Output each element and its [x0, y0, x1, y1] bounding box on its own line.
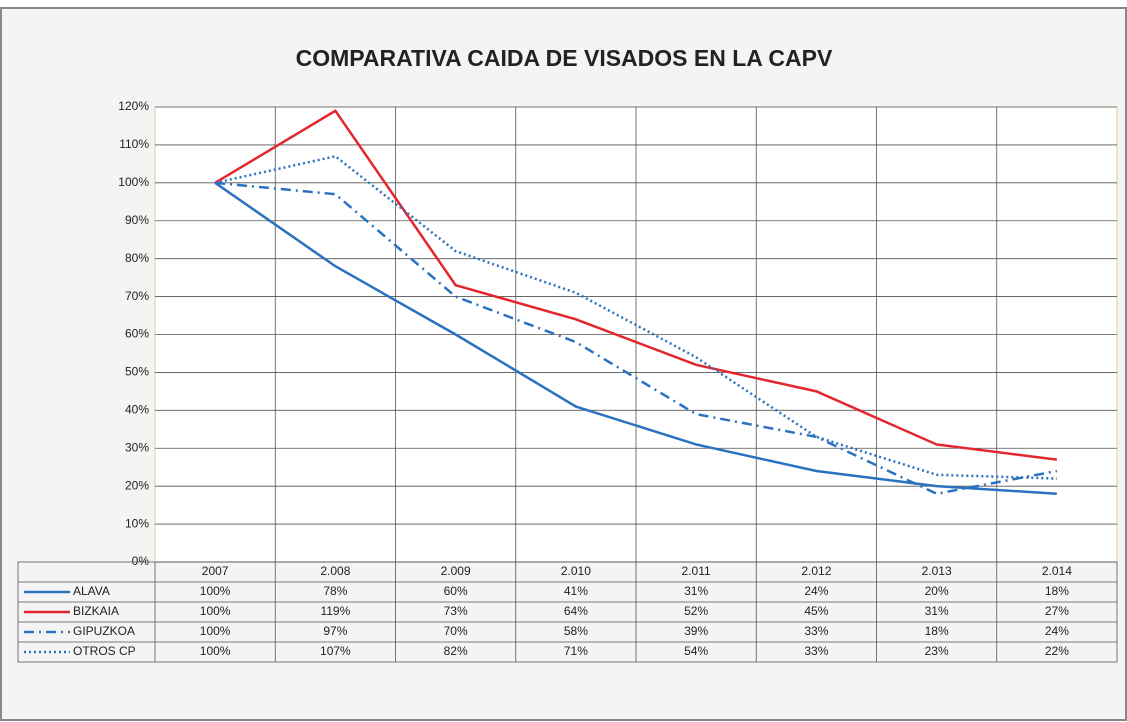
series-line: [214, 109, 1058, 461]
table-cell: 82%: [444, 644, 468, 658]
y-tick-label: 110%: [119, 137, 149, 151]
table-cell: 31%: [925, 604, 949, 618]
x-tick-label: 2.012: [801, 564, 831, 578]
legend-label: GIPUZKOA: [73, 624, 135, 638]
table-cell: 58%: [564, 624, 588, 638]
table-cell: 52%: [684, 604, 708, 618]
table-cell: 107%: [320, 644, 351, 658]
y-tick-label: 10%: [125, 516, 149, 530]
x-tick-label: 2.010: [561, 564, 591, 578]
series-line: [215, 181, 1058, 496]
x-tick-label: 2.013: [922, 564, 952, 578]
table-cell: 27%: [1045, 604, 1069, 618]
table-cell: 119%: [320, 604, 350, 618]
table-cell: 18%: [925, 624, 949, 638]
x-tick-label: 2.014: [1042, 564, 1072, 578]
table-cell: 18%: [1045, 584, 1069, 598]
table-cell: 54%: [684, 644, 708, 658]
table-cell: 23%: [925, 644, 949, 658]
chart-title: COMPARATIVA CAIDA DE VISADOS EN LA CAPV: [296, 45, 833, 71]
table-cell: 100%: [200, 584, 231, 598]
legend-label: BIZKAIA: [73, 604, 119, 618]
series-line: [214, 154, 1057, 480]
table-cell: 22%: [1045, 644, 1069, 658]
y-tick-label: 40%: [125, 403, 149, 417]
y-tick-label: 80%: [125, 251, 149, 265]
y-tick-label: 90%: [125, 213, 149, 227]
y-tick-label: 100%: [118, 175, 149, 189]
table-cell: 100%: [200, 604, 231, 618]
data-table: [17, 561, 1118, 663]
y-tick-label: 30%: [125, 440, 149, 454]
legend-label: ALAVA: [73, 584, 110, 598]
y-tick-label: 120%: [118, 99, 149, 113]
series-line: [214, 181, 1057, 495]
table-cell: 60%: [444, 584, 468, 598]
y-tick-label: 50%: [125, 365, 149, 379]
table-cell: 71%: [564, 644, 588, 658]
table-cell: 100%: [200, 644, 231, 658]
table-cell: 24%: [1045, 624, 1069, 638]
table-cell: 78%: [323, 584, 347, 598]
table-cell: 70%: [444, 624, 468, 638]
y-tick-label: 60%: [125, 327, 149, 341]
x-tick-label: 2.009: [441, 564, 471, 578]
table-cell: 33%: [804, 624, 828, 638]
legend-label: OTROS CP: [73, 644, 136, 658]
table-cell: 45%: [804, 604, 828, 618]
table-cell: 31%: [684, 584, 708, 598]
table-cell: 97%: [323, 624, 347, 638]
y-tick-label: 70%: [125, 289, 149, 303]
table-cell: 33%: [804, 644, 828, 658]
table-cell: 73%: [444, 604, 468, 618]
table-cell: 20%: [925, 584, 949, 598]
table-cell: 64%: [564, 604, 588, 618]
table-cell: 100%: [200, 624, 231, 638]
x-tick-label: 2.008: [320, 564, 350, 578]
table-cell: 24%: [804, 584, 828, 598]
table-cell: 39%: [684, 624, 708, 638]
x-tick-label: 2.011: [682, 564, 711, 578]
y-tick-label: 20%: [125, 478, 149, 492]
y-tick-label: 0%: [132, 554, 150, 568]
x-tick-label: 2007: [202, 564, 229, 578]
table-cell: 41%: [564, 584, 588, 598]
